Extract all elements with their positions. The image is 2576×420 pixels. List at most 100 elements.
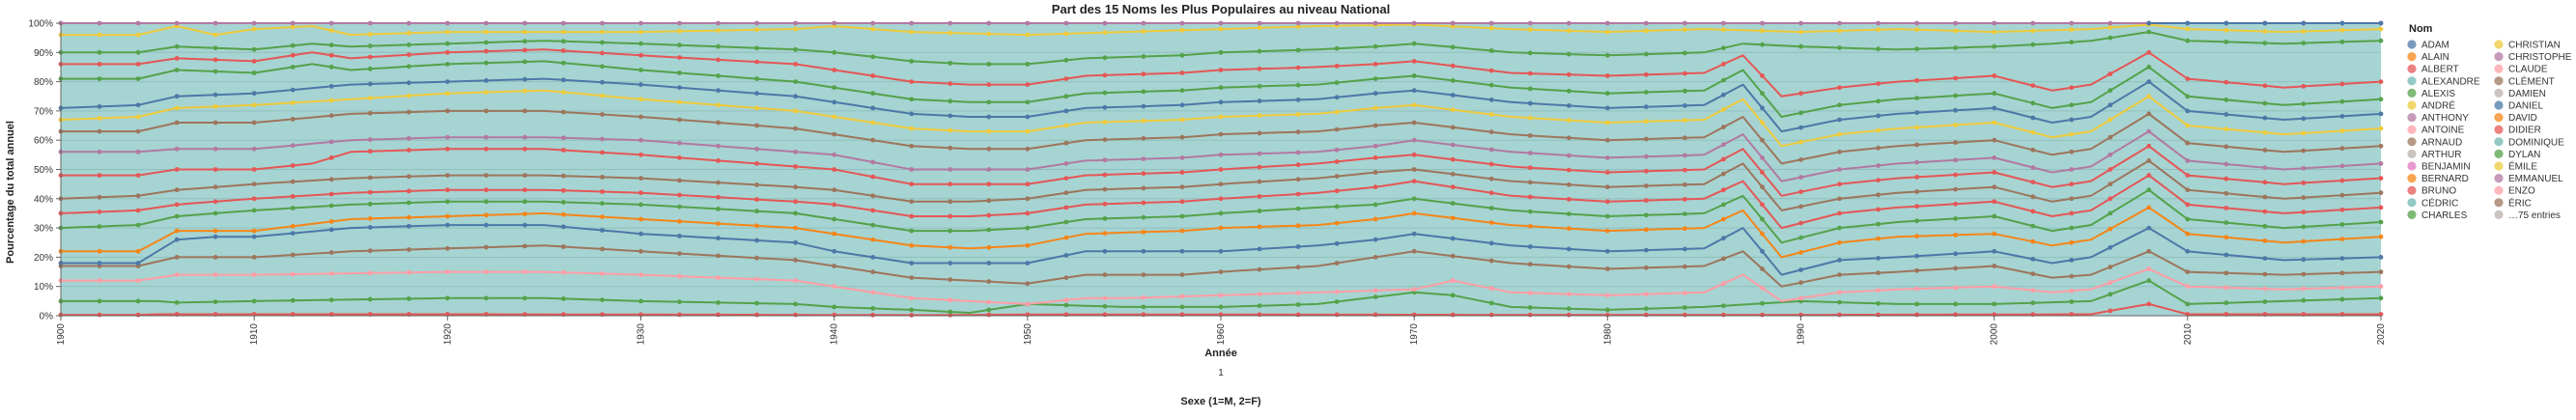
data-point (2378, 111, 2384, 117)
data-point (793, 199, 798, 205)
data-point (1063, 94, 1069, 99)
data-point (1488, 176, 1494, 182)
data-point (2339, 256, 2345, 261)
legend-label: ÉRIC (2508, 196, 2532, 209)
data-point (1953, 28, 1958, 34)
data-point (1837, 167, 1842, 172)
data-point (444, 146, 450, 152)
legend-swatch (2494, 210, 2504, 219)
data-point (1876, 178, 1881, 183)
data-point (909, 143, 915, 149)
data-point (212, 199, 218, 205)
data-point (1295, 162, 1301, 168)
data-point (97, 210, 102, 214)
data-point (1992, 29, 1997, 35)
data-point (2030, 165, 2036, 170)
legend-swatch (2407, 100, 2417, 110)
data-point (716, 221, 721, 227)
data-point (677, 28, 682, 34)
data-point (716, 120, 721, 126)
data-point (1218, 225, 1224, 231)
data-point (2223, 235, 2229, 240)
data-point (1450, 171, 1456, 177)
data-point (1179, 199, 1185, 205)
data-point (1992, 184, 1997, 190)
data-point (2069, 273, 2075, 279)
y-tick-label: 80% (34, 77, 53, 88)
data-point (1373, 20, 1378, 26)
x-tick-label: 1940 (830, 323, 840, 346)
data-point (1218, 131, 1224, 137)
data-point (1604, 20, 1610, 26)
data-point (561, 20, 566, 26)
data-point (1683, 118, 1687, 123)
data-point (870, 208, 876, 213)
data-point (909, 261, 915, 266)
data-point (1683, 50, 1687, 56)
data-point (2185, 94, 2191, 99)
data-point (754, 105, 759, 111)
legend-swatch (2407, 185, 2417, 195)
data-point (174, 68, 180, 72)
data-point (948, 98, 953, 104)
data-point (2146, 79, 2152, 84)
data-point (1257, 113, 1262, 119)
data-point (251, 102, 257, 108)
data-point (1876, 145, 1881, 151)
data-point (1102, 231, 1108, 237)
data-point (97, 20, 102, 26)
data-point (1566, 20, 1571, 26)
data-point (1566, 246, 1571, 252)
data-point (1914, 286, 1919, 292)
data-point (600, 228, 605, 233)
data-point (1527, 50, 1533, 56)
data-point (174, 228, 180, 234)
data-point (2378, 26, 2384, 32)
data-point (832, 49, 837, 55)
data-point (2301, 257, 2307, 263)
data-point (1025, 20, 1031, 26)
data-point (1953, 45, 1958, 50)
data-point (2185, 284, 2191, 290)
data-point (2185, 231, 2191, 237)
data-point (1063, 176, 1069, 182)
data-point (1604, 213, 1610, 219)
data-point (600, 112, 605, 117)
data-point (367, 270, 373, 276)
data-point (251, 196, 257, 202)
data-point (832, 231, 837, 237)
data-point (1914, 234, 1919, 239)
data-point (716, 102, 721, 108)
data-point (948, 277, 953, 282)
data-point (1179, 134, 1185, 140)
data-point (2301, 181, 2307, 185)
data-point (1566, 182, 1571, 187)
data-point (1798, 110, 1803, 116)
data-point (444, 29, 450, 35)
data-point (832, 114, 837, 120)
data-point (212, 146, 218, 152)
data-point (2030, 300, 2036, 306)
data-point (2301, 224, 2307, 230)
data-point (1025, 242, 1031, 248)
data-point (290, 52, 296, 58)
data-point (2030, 83, 2036, 88)
data-point (2146, 49, 2152, 55)
data-point (1914, 204, 1919, 210)
y-tick-label: 20% (34, 253, 53, 264)
data-point (2223, 220, 2229, 226)
data-point (909, 213, 915, 219)
data-point (135, 49, 141, 55)
legend-swatch (2407, 149, 2417, 158)
data-point (2108, 71, 2113, 76)
data-point (367, 66, 373, 71)
data-point (212, 234, 218, 239)
data-point (600, 175, 605, 180)
data-point (328, 139, 334, 145)
data-point (716, 207, 721, 211)
data-point (1604, 73, 1610, 78)
data-point (1798, 157, 1803, 162)
data-point (406, 80, 411, 86)
data-point (716, 194, 721, 200)
